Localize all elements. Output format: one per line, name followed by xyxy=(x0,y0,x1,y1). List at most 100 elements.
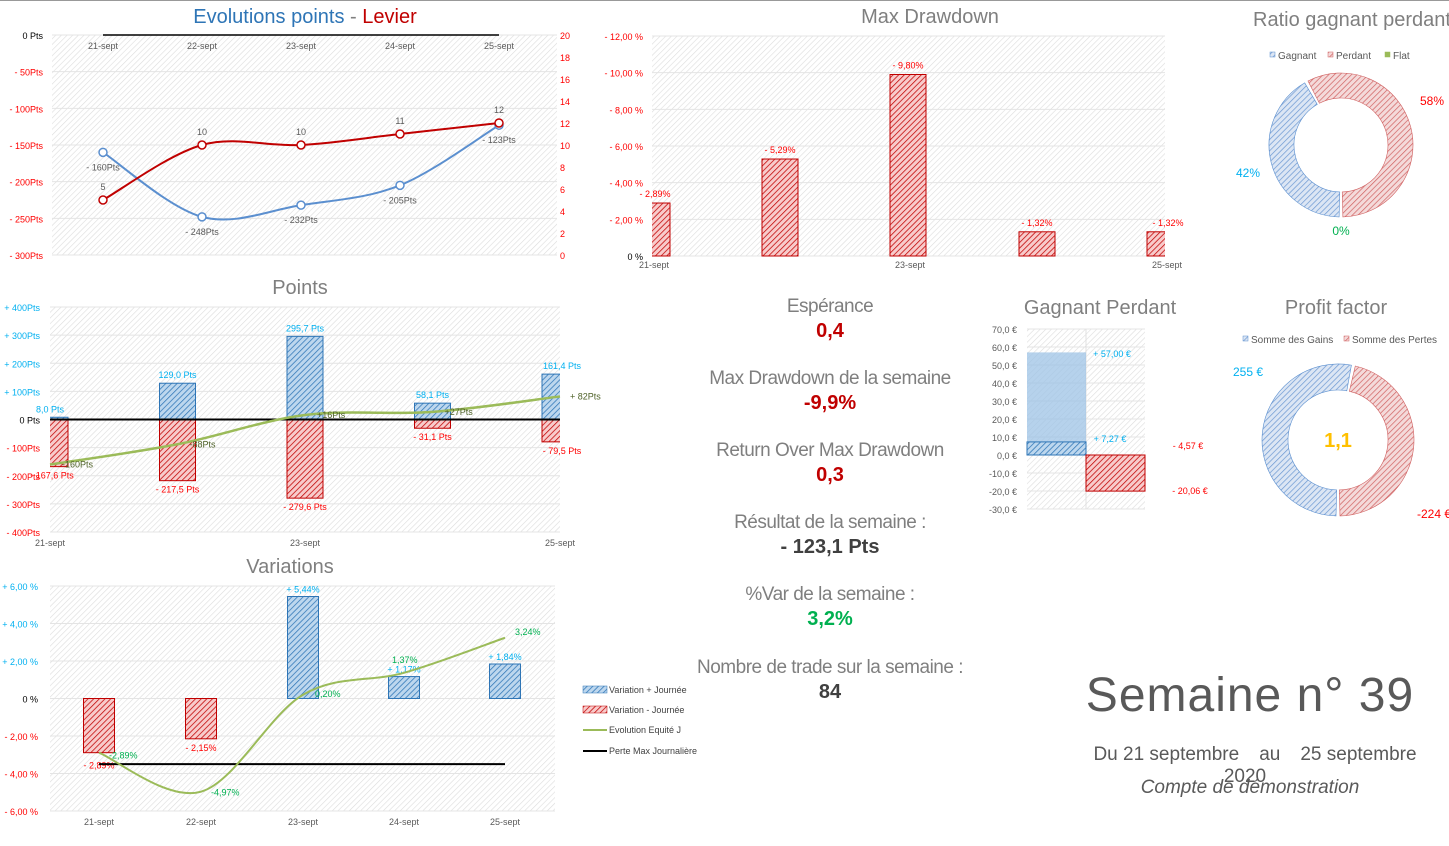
stat-value: -9,9% xyxy=(803,392,857,414)
stat-value: 84 xyxy=(818,681,842,703)
loss-data-label: - 79,5 Pts xyxy=(543,446,582,456)
drawdown-data-label: - 1,32% xyxy=(1152,218,1183,228)
points-marker xyxy=(395,180,405,191)
y-tick-label-left: 0 Pts xyxy=(22,31,43,41)
chart-title: Max Drawdown xyxy=(861,6,999,28)
x-tick-label: 23-sept xyxy=(895,260,926,270)
chart-title: Evolutions points - Levier xyxy=(193,6,417,28)
legend-swatch xyxy=(1269,51,1276,58)
y-tick-label: - 2,00 % xyxy=(4,732,38,742)
y-tick-label: -10,0 € xyxy=(989,469,1017,479)
x-tick-label: 21-sept xyxy=(84,817,115,827)
chart-title-part: Evolutions points xyxy=(193,6,344,28)
legend-label: Somme des Pertes xyxy=(1352,335,1437,346)
y-tick-label: + 4,00 % xyxy=(2,620,38,630)
points-data-label: - 123Pts xyxy=(482,135,516,145)
bar-data-label: - 20,06 € xyxy=(1172,486,1208,496)
gain-bar xyxy=(159,382,196,420)
gain-data-label: 8,0 Pts xyxy=(36,404,65,414)
slice-label: 42% xyxy=(1236,166,1260,180)
x-tick-label: 22-sept xyxy=(186,817,217,827)
drawdown-bar xyxy=(652,202,671,257)
y-tick-label-left: - 100Pts xyxy=(9,104,43,114)
x-tick-label: 25-sept xyxy=(490,817,521,827)
profit-factor-value: 1,1 xyxy=(1324,430,1352,452)
drawdown-data-label: - 9,80% xyxy=(892,61,923,71)
legend-swatch xyxy=(1343,335,1350,342)
x-tick-label: 24-sept xyxy=(385,41,416,51)
y-tick-label: 60,0 € xyxy=(992,343,1017,353)
stat-value: 0,3 xyxy=(816,464,844,486)
x-tick-label: 21-sept xyxy=(35,538,66,548)
positive-variation-label: + 1,17% xyxy=(387,665,420,675)
y-tick-label-right: 2 xyxy=(560,229,565,239)
leverage-marker xyxy=(98,195,108,205)
cumulative-data-label: -88Pts xyxy=(190,439,217,449)
y-tick-label: - 2,00 % xyxy=(609,215,643,225)
legend-label: Perdant xyxy=(1336,51,1371,62)
loss-bar xyxy=(286,419,324,499)
y-tick-label: - 6,00 % xyxy=(4,807,38,817)
gain-data-label: 161,4 Pts xyxy=(543,361,582,371)
chart-title-part: Levier xyxy=(362,6,417,28)
bar-data-label: + 7,27 € xyxy=(1094,434,1127,444)
loss-data-label: - 217,5 Pts xyxy=(156,485,200,495)
leverage-data-label: 5 xyxy=(100,182,105,192)
y-tick-label: 0 % xyxy=(22,695,38,705)
y-tick-label: - 8,00 % xyxy=(609,105,643,115)
negative-variation-bar xyxy=(185,698,217,740)
y-tick-label: - 100Pts xyxy=(6,444,40,454)
drawdown-bar xyxy=(889,74,927,257)
y-tick-label-right: 20 xyxy=(560,31,570,41)
week-title: Semaine n° 39 xyxy=(1085,669,1415,722)
x-tick-label: 21-sept xyxy=(639,260,670,270)
x-tick-label: 23-sept xyxy=(288,817,319,827)
y-tick-label: + 200Pts xyxy=(4,359,40,369)
drawdown-bar xyxy=(761,158,799,257)
y-tick-label: 70,0 € xyxy=(992,325,1017,335)
y-tick-label-right: 8 xyxy=(560,163,565,173)
legend-label: Somme des Gains xyxy=(1251,335,1333,346)
stat-weekly-result: Résultat de la semaine : - 123,1 Pts xyxy=(690,512,970,559)
chart-title: Points xyxy=(272,277,328,299)
y-tick-label-right: 14 xyxy=(560,97,570,107)
bar-data-label: - 4,57 € xyxy=(1173,441,1204,451)
legend-label: Gagnant xyxy=(1278,51,1317,62)
y-tick-label: + 2,00 % xyxy=(2,657,38,667)
stat-label: Return Over Max Drawdown xyxy=(716,440,944,461)
x-tick-label: 23-sept xyxy=(286,41,317,51)
positive-variation-bar xyxy=(287,596,319,699)
x-tick-label: 21-sept xyxy=(88,41,119,51)
loss-bar xyxy=(541,419,560,443)
donut-slice-gagnant xyxy=(1268,82,1341,218)
stat-label: %Var de la semaine : xyxy=(745,584,915,605)
legend-swatch xyxy=(1327,51,1334,58)
x-tick-label: 25-sept xyxy=(545,538,576,548)
y-tick-label: - 6,00 % xyxy=(609,142,643,152)
y-tick-label: - 200Pts xyxy=(6,472,40,482)
cumulative-data-label: +27Pts xyxy=(445,407,474,417)
account-name: Compte de démonstration xyxy=(1140,777,1360,798)
equity-line xyxy=(98,636,506,795)
y-tick-label: - 300Pts xyxy=(6,500,40,510)
y-tick-label-left: - 250Pts xyxy=(9,214,43,224)
loss-bar xyxy=(159,419,196,482)
drawdown-bar xyxy=(1018,231,1056,257)
stat-label: Résultat de la semaine : xyxy=(734,512,926,533)
x-tick-label: 22-sept xyxy=(187,41,218,51)
x-tick-label: 25-sept xyxy=(1152,260,1183,270)
legend-swatch xyxy=(582,705,608,714)
loss-bar xyxy=(50,419,69,468)
y-tick-label: - 10,00 % xyxy=(604,69,643,79)
week-dates: Du 21 septembre au 25 septembre 2020 xyxy=(1080,744,1420,788)
stat-max-drawdown: Max Drawdown de la semaine -9,9% xyxy=(690,368,970,415)
y-tick-label: + 300Pts xyxy=(4,331,40,341)
y-tick-label-right: 6 xyxy=(560,185,565,195)
points-marker xyxy=(296,200,306,210)
points-data-label: - 232Pts xyxy=(284,215,318,225)
stat-label: Nombre de trade sur la semaine : xyxy=(697,657,963,678)
bar-data-label: + 57,00 € xyxy=(1093,349,1131,359)
y-tick-label: - 4,00 % xyxy=(4,770,38,780)
donut-slice-somme-des-gains xyxy=(1261,363,1352,517)
